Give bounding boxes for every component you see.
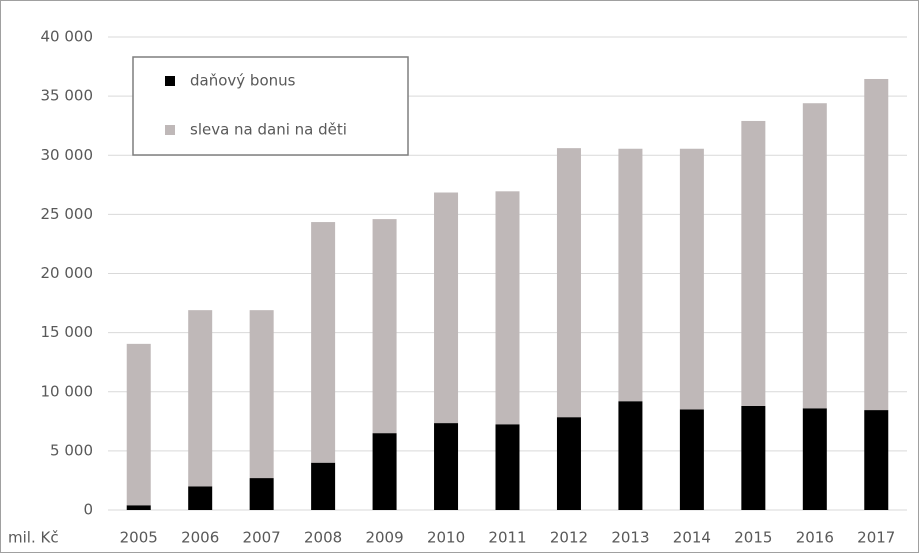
- x-tick-label: 2014: [673, 529, 711, 547]
- y-tick-label: 5 000: [50, 441, 93, 459]
- legend-swatch: [165, 125, 175, 135]
- bar-segment: [126, 343, 151, 506]
- bar-segment: [618, 401, 643, 510]
- bar-segment: [741, 120, 766, 406]
- bar-segment: [864, 78, 889, 411]
- bar-segment: [126, 505, 151, 510]
- bar-segment: [741, 405, 766, 510]
- bar-segment: [311, 222, 336, 463]
- bar-segment: [679, 148, 704, 410]
- y-tick-label: 10 000: [41, 382, 94, 400]
- legend-box: [132, 56, 409, 156]
- bar-segment: [249, 310, 274, 479]
- bar-segment: [311, 462, 336, 510]
- bar-segment: [556, 148, 581, 418]
- bar-segment: [188, 486, 213, 510]
- x-tick-label: 2016: [796, 529, 834, 547]
- x-tick-label: 2007: [243, 529, 281, 547]
- x-tick-label: 2017: [857, 529, 895, 547]
- x-tick-label: 2013: [611, 529, 649, 547]
- y-tick-label: 0: [83, 501, 93, 519]
- x-tick-label: 2011: [488, 529, 526, 547]
- y-tick-label: 30 000: [41, 146, 94, 164]
- x-tick-label: 2006: [181, 529, 219, 547]
- bar-segment: [618, 148, 643, 402]
- x-tick-label: 2015: [734, 529, 772, 547]
- x-tick-label: 2005: [120, 529, 158, 547]
- bar-segment: [372, 219, 397, 434]
- y-tick-label: 40 000: [41, 28, 94, 46]
- bar-segment: [495, 424, 520, 510]
- bar-segment: [434, 192, 459, 424]
- y-unit: mil. Kč: [8, 529, 59, 547]
- bar-segment: [679, 409, 704, 510]
- y-tick-label: 35 000: [41, 87, 94, 105]
- legend-label: sleva na dani na děti: [190, 121, 347, 139]
- legend-label: daňový bonus: [190, 72, 296, 90]
- bar-segment: [495, 191, 520, 425]
- bar-segment: [372, 433, 397, 510]
- y-tick-label: 25 000: [41, 205, 94, 223]
- bar-segment: [556, 417, 581, 510]
- x-tick-label: 2008: [304, 529, 342, 547]
- y-tick-label: 20 000: [41, 264, 94, 282]
- bar-segment: [249, 478, 274, 510]
- y-tick-label: 15 000: [41, 323, 94, 341]
- x-tick-label: 2009: [365, 529, 403, 547]
- legend-swatch: [165, 76, 175, 86]
- bar-segment: [188, 310, 213, 487]
- bar-segment: [802, 103, 827, 409]
- bar-segment: [434, 423, 459, 510]
- bar-segment: [802, 408, 827, 510]
- x-tick-label: 2012: [550, 529, 588, 547]
- x-tick-label: 2010: [427, 529, 465, 547]
- bar-segment: [864, 410, 889, 510]
